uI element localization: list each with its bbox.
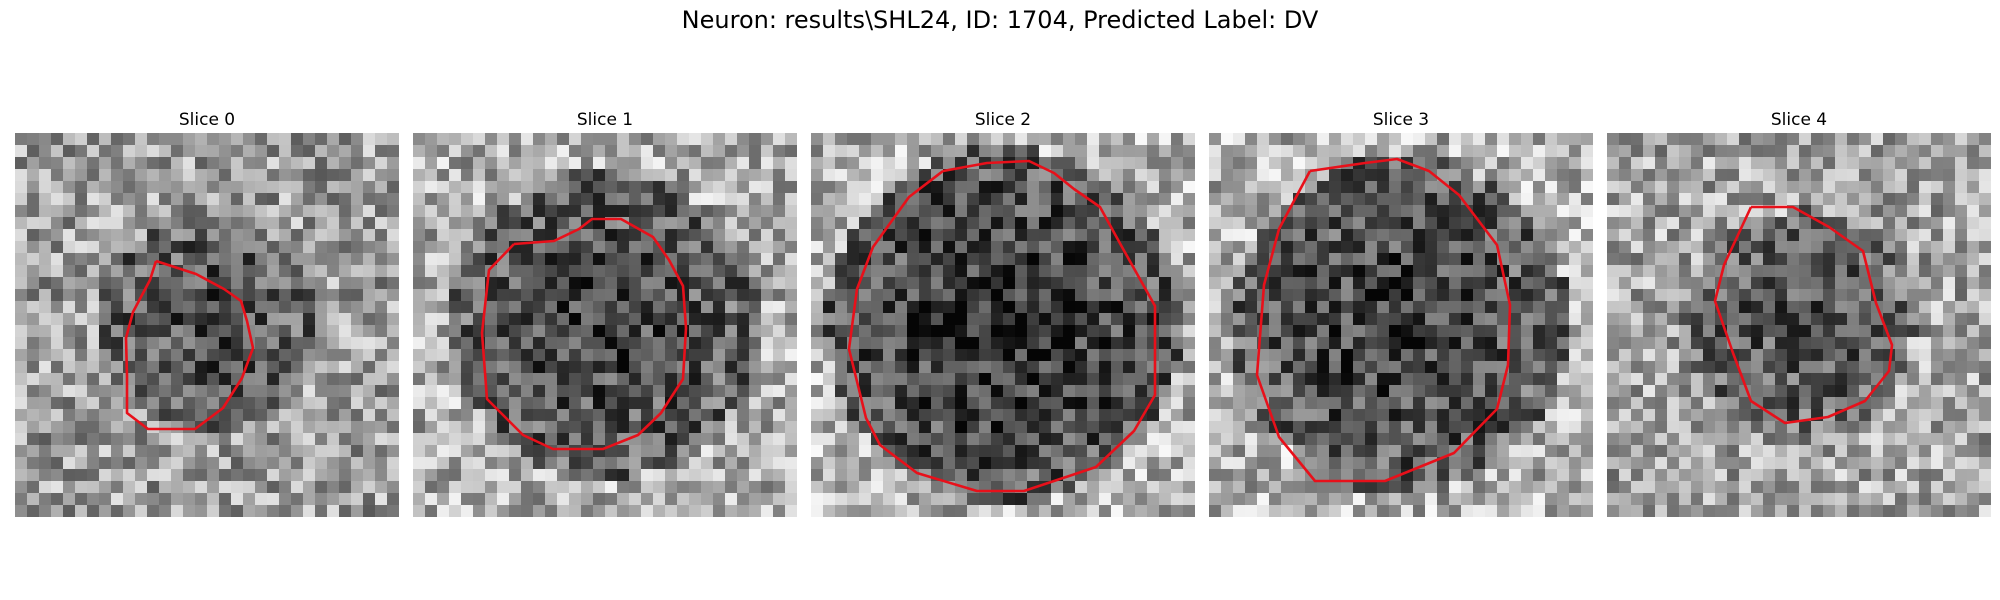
slice-image — [1607, 133, 1991, 517]
slice-panel-4: Slice 4 — [1607, 108, 1991, 517]
slice-panel-0: Slice 0 — [15, 108, 399, 517]
segmentation-contour — [124, 259, 255, 431]
noise-canvas — [811, 133, 1195, 517]
noise-canvas — [1607, 133, 1991, 517]
noise-canvas — [1209, 133, 1593, 517]
segmentation-contour — [847, 159, 1157, 493]
slice-title: Slice 1 — [576, 110, 634, 130]
slice-title: Slice 0 — [178, 110, 236, 130]
noise-canvas — [15, 133, 399, 517]
slice-image — [1209, 133, 1593, 517]
slice-image — [811, 133, 1195, 517]
slice-title: Slice 3 — [1372, 110, 1430, 130]
slice-panel-3: Slice 3 — [1209, 108, 1593, 517]
slice-panel-2: Slice 2 — [811, 108, 1195, 517]
slice-image — [15, 133, 399, 517]
segmentation-contour — [480, 217, 688, 451]
slice-image — [413, 133, 797, 517]
segmentation-contour — [1713, 205, 1894, 425]
slice-panel-1: Slice 1 — [413, 108, 797, 517]
noise-canvas — [413, 133, 797, 517]
slice-title: Slice 2 — [974, 110, 1032, 130]
segmentation-contour — [1255, 157, 1512, 483]
slice-title: Slice 4 — [1770, 110, 1828, 130]
figure-title: Neuron: results\SHL24, ID: 1704, Predict… — [681, 6, 1319, 34]
